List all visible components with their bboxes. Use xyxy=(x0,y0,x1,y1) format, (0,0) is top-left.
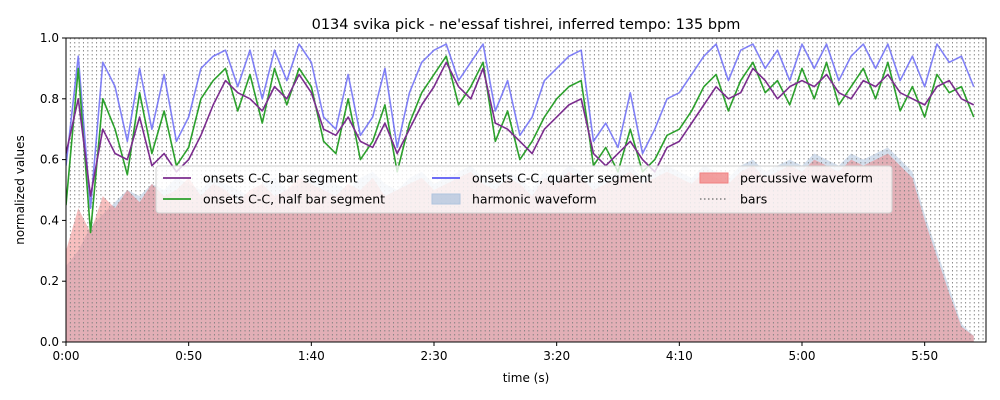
half-bar-segment-line xyxy=(66,55,975,234)
legend-label: onsets C-C, half bar segment xyxy=(203,192,385,207)
legend-label: harmonic waveform xyxy=(472,192,597,207)
x-tick-label: 1:40 xyxy=(298,349,325,363)
legend-entry: harmonic waveform xyxy=(431,192,597,207)
y-tick-label: 0.0 xyxy=(40,335,59,349)
legend-swatch xyxy=(699,172,729,184)
x-axis-label: time (s) xyxy=(503,371,550,385)
legend-entry: percussive waveform xyxy=(699,171,873,186)
chart-title: 0134 svika pick - ne'essaf tishrei, infe… xyxy=(312,17,741,33)
x-tick-label: 0:00 xyxy=(53,349,80,363)
x-tick-label: 4:10 xyxy=(666,349,693,363)
legend-entry: bars xyxy=(700,192,767,207)
bar-segment-line xyxy=(66,61,975,197)
y-tick-label: 0.8 xyxy=(40,92,59,106)
legend-entry: onsets C-C, bar segment xyxy=(163,171,358,186)
legend-label: onsets C-C, quarter segment xyxy=(472,171,652,186)
legend-label: onsets C-C, bar segment xyxy=(203,171,358,186)
x-tick-label: 5:50 xyxy=(911,349,938,363)
legend-entry: onsets C-C, quarter segment xyxy=(432,171,652,186)
y-axis-label: normalized values xyxy=(13,135,27,245)
legend-label: percussive waveform xyxy=(740,171,873,186)
x-tick-label: 2:30 xyxy=(421,349,448,363)
x-axis: 0:00 0:50 1:40 2:30 3:20 4:10 5:00 5:50 xyxy=(53,342,938,363)
y-tick-label: 1.0 xyxy=(40,31,59,45)
quarter-segment-line xyxy=(66,43,975,210)
x-tick-label: 5:00 xyxy=(789,349,816,363)
plot-frame xyxy=(65,37,987,343)
x-tick-label: 0:50 xyxy=(175,349,202,363)
y-tick-label: 0.2 xyxy=(40,274,59,288)
x-tick-label: 3:20 xyxy=(543,349,570,363)
y-tick-label: 0.4 xyxy=(40,213,59,227)
y-axis: 0.0 0.2 0.4 0.6 0.8 1.0 xyxy=(40,31,66,349)
legend-entry: onsets C-C, half bar segment xyxy=(163,192,385,207)
y-tick-label: 0.6 xyxy=(40,153,59,167)
legend-swatch xyxy=(431,193,461,205)
legend-label: bars xyxy=(740,192,767,207)
legend: onsets C-C, bar segment onsets C-C, half … xyxy=(155,165,893,214)
